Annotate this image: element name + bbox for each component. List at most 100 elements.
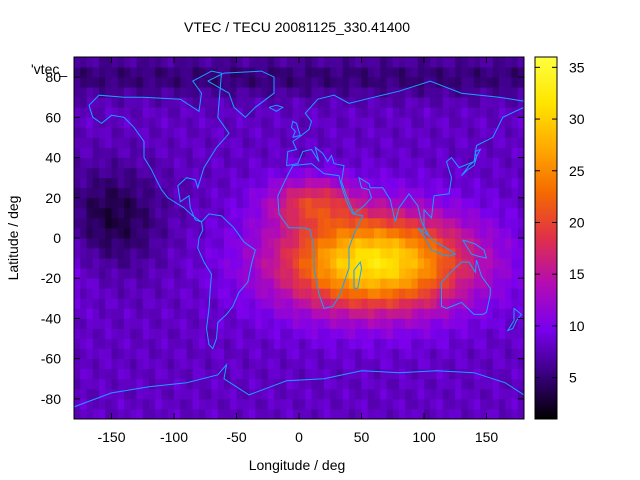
heatmap-cell: [99, 368, 106, 380]
heatmap-cell: [455, 137, 462, 148]
y-tick-label: 40: [45, 150, 61, 166]
heatmap-cell: [361, 368, 369, 380]
heatmap-cell: [417, 87, 425, 98]
heatmap-cell: [136, 107, 144, 118]
heatmap-cell: [230, 107, 237, 118]
heatmap-cell: [505, 368, 512, 380]
heatmap-cell: [92, 207, 100, 219]
heatmap-cell: [349, 187, 356, 199]
heatmap-cell: [236, 177, 244, 189]
heatmap-cell: [192, 398, 200, 410]
heatmap-cell: [430, 167, 437, 179]
heatmap-cell: [199, 348, 206, 360]
heatmap-cell: [467, 358, 475, 370]
heatmap-cell: [92, 298, 100, 309]
heatmap-cell: [305, 398, 312, 410]
heatmap-cell: [330, 67, 337, 78]
heatmap-cell: [242, 87, 250, 98]
heatmap-cell: [380, 308, 387, 319]
heatmap-cell: [217, 278, 225, 289]
heatmap-cell: [361, 87, 369, 98]
heatmap-cell: [330, 137, 337, 148]
heatmap-cell: [117, 248, 125, 259]
heatmap-cell: [461, 97, 469, 108]
heatmap-cell: [467, 187, 475, 199]
y-tick-label: -20: [41, 270, 61, 286]
heatmap-cell: [274, 258, 281, 269]
heatmap-cell: [80, 368, 87, 380]
heatmap-cell: [480, 328, 487, 339]
heatmap-cell: [142, 217, 150, 229]
heatmap-cell: [249, 107, 256, 118]
heatmap-cell: [117, 238, 125, 249]
heatmap-cell: [180, 268, 187, 279]
heatmap-cell: [336, 197, 344, 209]
heatmap-cell: [161, 87, 169, 98]
heatmap-cell: [249, 227, 256, 239]
heatmap-cell: [417, 137, 425, 148]
heatmap-cell: [230, 207, 237, 219]
heatmap-cell: [124, 67, 131, 78]
heatmap-cell: [205, 187, 212, 199]
heatmap-cell: [361, 67, 369, 78]
heatmap-cell: [155, 197, 162, 209]
heatmap-cell: [167, 207, 175, 219]
heatmap-cell: [199, 238, 206, 249]
heatmap-cell: [405, 288, 412, 299]
colorbar-tick-label: 20: [569, 214, 585, 230]
heatmap-cell: [499, 268, 506, 279]
heatmap-cell: [505, 348, 512, 360]
heatmap-cell: [86, 177, 94, 189]
heatmap-cell: [199, 87, 206, 98]
heatmap-cell: [249, 167, 256, 179]
heatmap-cell: [367, 127, 375, 138]
heatmap-cell: [342, 258, 350, 269]
heatmap-cell: [111, 378, 119, 390]
heatmap-cell: [167, 157, 175, 169]
heatmap-cell: [349, 358, 356, 370]
heatmap-cell: [505, 77, 512, 88]
heatmap-cell: [199, 137, 206, 148]
heatmap-cell: [405, 207, 412, 219]
heatmap-cell: [305, 107, 312, 118]
heatmap-cell: [442, 187, 450, 199]
heatmap-cell: [99, 207, 106, 219]
heatmap-cell: [449, 368, 456, 380]
heatmap-cell: [424, 57, 431, 68]
heatmap-cell: [124, 137, 131, 148]
heatmap-cell: [305, 378, 312, 390]
heatmap-cell: [286, 318, 294, 329]
heatmap-cell: [430, 318, 437, 329]
heatmap-cell: [124, 288, 131, 299]
heatmap-cell: [124, 227, 131, 239]
heatmap-cell: [355, 238, 362, 249]
heatmap-cell: [105, 147, 112, 158]
heatmap-cell: [261, 238, 269, 249]
heatmap-cell: [292, 177, 300, 189]
heatmap-cell: [99, 137, 106, 148]
heatmap-cell: [161, 147, 169, 158]
heatmap-cell: [424, 97, 431, 108]
heatmap-cell: [474, 358, 481, 370]
heatmap-cell: [167, 238, 175, 249]
heatmap-cell: [449, 177, 456, 189]
heatmap-cell: [192, 358, 200, 370]
heatmap-cell: [442, 137, 450, 148]
heatmap-cell: [486, 388, 494, 400]
heatmap-cell: [499, 278, 506, 289]
heatmap-cell: [267, 187, 275, 199]
heatmap-cell: [417, 378, 425, 390]
heatmap-cell: [86, 207, 94, 219]
heatmap-cell: [249, 288, 256, 299]
heatmap-cell: [424, 268, 431, 279]
heatmap-cell: [336, 207, 344, 219]
heatmap-cell: [261, 227, 269, 239]
heatmap-cell: [280, 248, 287, 259]
heatmap-cell: [180, 328, 187, 339]
heatmap-cell: [261, 127, 269, 138]
heatmap-cell: [130, 288, 137, 299]
heatmap-cell: [374, 107, 381, 118]
heatmap-cell: [149, 127, 156, 138]
heatmap-cell: [480, 137, 487, 148]
heatmap-cell: [124, 298, 131, 309]
